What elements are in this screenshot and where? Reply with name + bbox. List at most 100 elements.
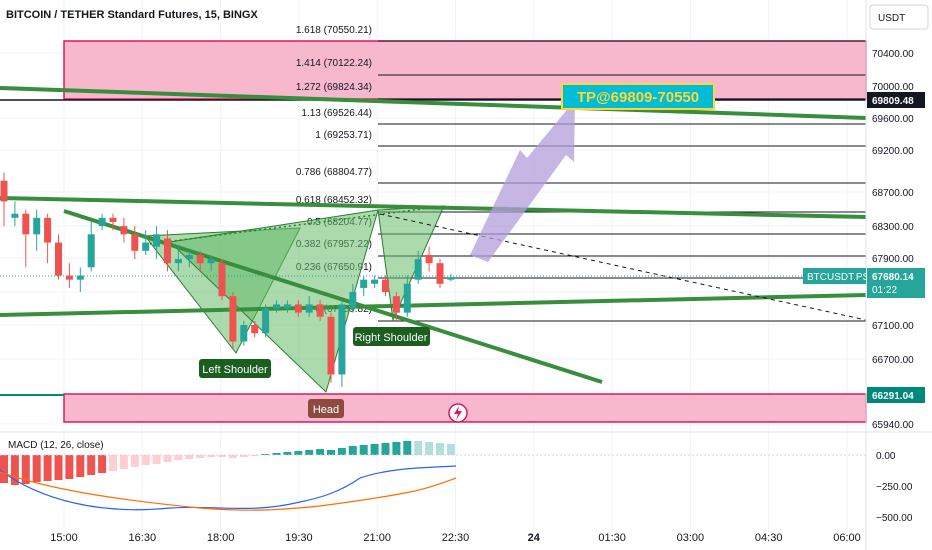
macd-bar [414, 441, 423, 455]
macd-tick: −250.00 [876, 482, 913, 493]
macd-bar [294, 451, 303, 455]
candle-body [76, 275, 84, 280]
fib-label: 0.786 (68804.77) [296, 167, 372, 178]
candle-body [207, 259, 215, 264]
price-tick: 67100.00 [872, 321, 914, 332]
head-box [308, 399, 344, 418]
right-shoulder-label: Right Shoulder [355, 332, 428, 344]
macd-bar [283, 452, 292, 455]
macd-bar [218, 455, 226, 457]
macd-bar [109, 455, 117, 471]
candle-body [305, 304, 313, 313]
price-tick: 70400.00 [872, 49, 914, 60]
macd-bar [119, 455, 128, 469]
macd-bar [337, 448, 346, 455]
macd-bar [316, 449, 325, 455]
candle-body [360, 279, 368, 288]
dashed-projection [379, 213, 867, 321]
symbol-text: BTCUSDT.PS [807, 272, 870, 283]
macd-bar [10, 455, 19, 485]
macd-bar [98, 455, 107, 473]
target-price-text: 69809.48 [872, 96, 914, 107]
macd-bar [327, 450, 335, 455]
current-price-text: 67680.14 [872, 272, 914, 283]
candle-body [338, 304, 346, 375]
candle-body [142, 242, 150, 251]
macd-bar [174, 455, 183, 460]
fib-label: 1 (69253.71) [315, 130, 372, 141]
macd-bar [76, 455, 85, 477]
fib-label: 1.272 (69824.34) [296, 82, 372, 93]
macd-bar [272, 453, 281, 455]
macd-bar [348, 446, 357, 455]
trendline-channel-bottom [0, 293, 867, 317]
fib-label: 0.618 (68452.32) [296, 195, 372, 206]
price-axis: USDT 70400.00 70000.00 69600.00 69200.00 687… [803, 0, 929, 550]
time-tick: 06:00 [833, 532, 861, 544]
current-price-tag [867, 268, 925, 298]
macd-bar [250, 455, 259, 456]
candle-body [120, 226, 128, 235]
candle-body [55, 242, 62, 276]
left-shoulder-box [199, 359, 271, 378]
price-tick: 68700.00 [872, 188, 914, 199]
time-tick: 24 [528, 532, 541, 544]
macd-bar [359, 445, 368, 455]
candle-body [109, 217, 117, 222]
macd-bar [130, 455, 139, 467]
candle-body [273, 304, 280, 309]
candle-body [185, 254, 193, 260]
currency-button[interactable] [869, 4, 929, 30]
target-arrow [470, 100, 575, 262]
time-tick: 15:00 [50, 532, 78, 544]
candle-body [403, 283, 411, 313]
candle-body [196, 254, 204, 264]
target-zone [63, 40, 867, 100]
symbol-tag [803, 268, 866, 284]
candle-body [33, 217, 41, 235]
time-tick: 21:00 [363, 532, 391, 544]
candle-body [164, 238, 171, 264]
candle-body [382, 279, 389, 293]
macd-bar [163, 455, 172, 462]
candle-body [240, 325, 248, 342]
price-tick: 69200.00 [872, 146, 914, 157]
macd-bar [32, 455, 41, 482]
time-axis: 15:00 16:30 18:00 19:30 21:00 22:30 24 01:30 03:… [50, 532, 861, 544]
macd-pane [0, 441, 866, 511]
time-tick: 19:30 [285, 532, 313, 544]
candle-body [425, 254, 433, 264]
right-shoulder-box [353, 327, 430, 346]
price-tick: 70000.00 [872, 82, 914, 93]
candle-body [0, 180, 8, 202]
time-tick: 03:00 [677, 532, 705, 544]
price-tick: 68300.00 [872, 222, 914, 233]
macd-bar [446, 444, 455, 455]
price-tick: 67900.00 [872, 254, 914, 265]
target-price-tag [867, 92, 925, 108]
lightning-glyph [454, 406, 462, 420]
right-shoulder-triangle [377, 205, 445, 322]
currency-label: USDT [878, 13, 905, 24]
candle-body [22, 213, 30, 235]
candle-body [349, 292, 357, 309]
time-tick: 22:30 [442, 532, 470, 544]
macd-bar [239, 455, 248, 457]
fib-label: 1.414 (70122.24) [296, 58, 372, 69]
chart-title: BITCOIN / TETHER Standard Futures, 15, B… [6, 9, 258, 21]
macd-bar [381, 443, 390, 455]
candle-body [283, 304, 291, 309]
candle-body [65, 275, 73, 280]
candle-body [98, 217, 106, 227]
candle-body [327, 316, 335, 375]
price-tick: 66700.00 [872, 355, 914, 366]
trendline-upper [0, 86, 867, 120]
macd-bar [87, 455, 96, 475]
candle-body [131, 234, 139, 251]
candle-body [447, 277, 455, 280]
time-tick: 18:00 [207, 532, 235, 544]
macd-bar [152, 455, 161, 464]
head-label: Head [313, 404, 339, 416]
macd-bar [392, 442, 401, 455]
candle-body [153, 234, 161, 247]
